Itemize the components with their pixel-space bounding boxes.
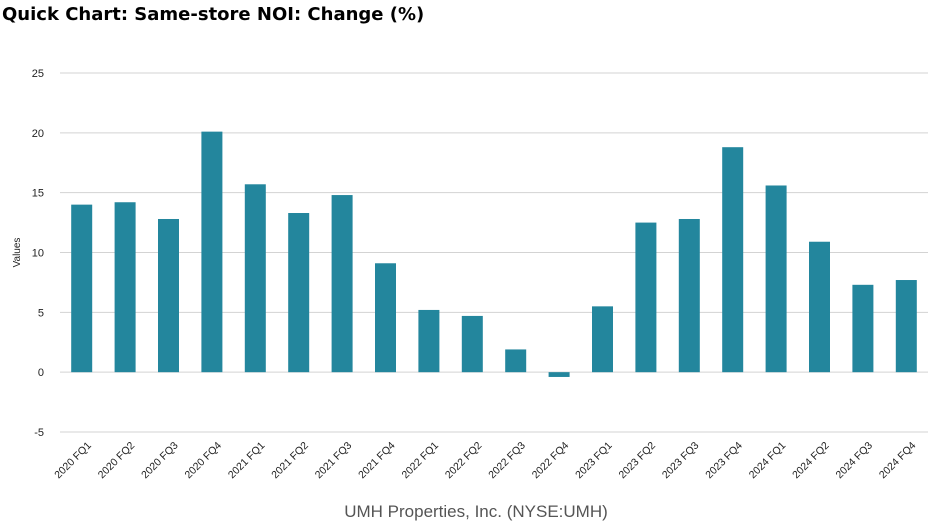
x-tick-label: 2023 FQ4 [703,440,745,482]
bar [548,372,570,377]
x-tick-label: 2022 FQ4 [530,440,572,482]
bar [765,185,787,373]
bar [592,306,613,373]
bar [895,280,917,373]
bar [71,204,93,373]
x-tick-label: 2022 FQ2 [443,440,485,482]
x-tick-label: 2024 FQ3 [834,440,876,482]
bar [375,263,396,373]
x-tick-label: 2021 FQ3 [313,440,355,482]
bar [114,202,136,373]
bar [158,218,179,373]
y-tick-label: -5 [34,427,44,439]
bar [244,184,266,373]
chart-title: Quick Chart: Same-store NOI: Change (%) [2,4,425,25]
x-tick-label: 2022 FQ1 [400,440,442,482]
x-tick-label: 2021 FQ1 [226,440,268,482]
x-tick-label: 2020 FQ2 [96,440,138,482]
bar [418,309,440,373]
y-tick-label: 5 [38,307,44,319]
bar [288,213,310,373]
bar [635,222,657,373]
x-tick-label: 2021 FQ4 [356,440,398,482]
x-tick-label: 2024 FQ4 [877,440,919,482]
x-tick-label: 2023 FQ1 [573,440,615,482]
bar [461,315,483,373]
bar [852,284,874,373]
y-tick-label: 0 [38,367,44,379]
y-tick-label: 25 [32,68,44,80]
x-tick-label: 2020 FQ3 [139,440,181,482]
y-tick-label: 20 [32,128,44,140]
x-tick-label: 2020 FQ4 [183,440,225,482]
x-tick-label: 2023 FQ3 [660,440,702,482]
x-tick-label: 2024 FQ1 [747,440,789,482]
bar [722,147,744,373]
bar [809,241,830,373]
x-tick-label: 2024 FQ2 [790,440,832,482]
y-tick-label: 10 [32,248,44,260]
x-tick-label: 2020 FQ1 [52,440,94,482]
bar [678,218,700,373]
x-tick-label: 2021 FQ2 [269,440,311,482]
y-tick-label: 15 [32,188,44,200]
bar [201,131,223,373]
x-tick-label: 2022 FQ3 [486,440,528,482]
bar [505,349,527,373]
x-tick-label: 2023 FQ2 [617,440,659,482]
chart-caption: UMH Properties, Inc. (NYSE:UMH) [344,502,608,521]
bar [331,195,353,373]
y-axis-label: Values [12,238,23,268]
